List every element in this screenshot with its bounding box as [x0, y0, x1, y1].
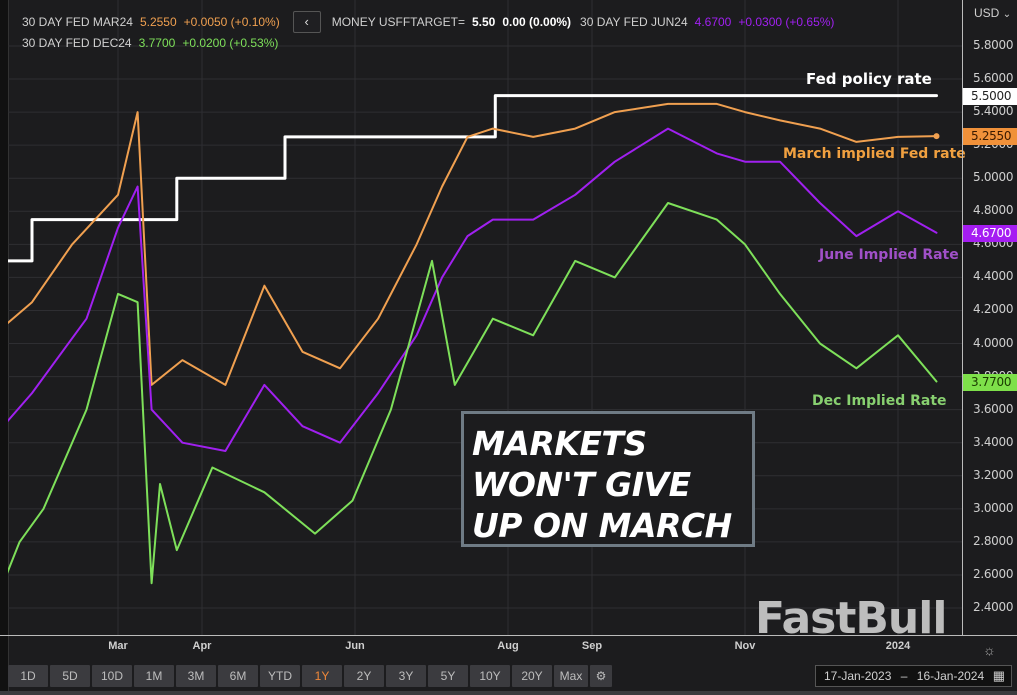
chart-canvas	[8, 0, 962, 635]
chart-plot-area[interactable]	[8, 0, 962, 635]
calendar-icon[interactable]: ▦	[992, 668, 1005, 683]
last-value-badge: 5.2550	[963, 128, 1017, 146]
x-tick-label: Aug	[497, 640, 519, 652]
y-tick-label: 5.6000	[973, 71, 1014, 86]
x-tick-label: Jun	[345, 640, 365, 652]
callout-line-1: MARKETS	[472, 424, 647, 463]
x-tick-label: Mar	[108, 640, 128, 652]
range-button-2y[interactable]: 2Y	[344, 665, 384, 687]
y-tick-label: 5.8000	[973, 38, 1014, 52]
legend-fedtarget-change: 0.00 (0.00%)	[502, 15, 572, 29]
last-value-badge: 4.6700	[963, 224, 1017, 242]
x-axis-labels: Mar Apr Jun Aug Sep Nov 2024	[8, 640, 962, 658]
range-button-max[interactable]: Max	[554, 665, 588, 687]
x-axis-baseline	[0, 635, 1017, 636]
legend-dec24-change: +0.0200 (+0.53%)	[182, 36, 279, 50]
y-tick-label: 3.6000	[973, 401, 1014, 416]
last-value-badge: 5.5000	[963, 87, 1017, 105]
y-axis[interactable]: 5.80005.60005.40005.20005.00004.80004.60…	[962, 0, 1017, 635]
fastbull-watermark-logo: FastBull	[755, 593, 947, 644]
y-tick-label: 2.8000	[973, 533, 1014, 548]
date-to: 16-Jan-2024	[916, 669, 985, 683]
fed-policy-rate-label: Fed policy rate	[806, 70, 932, 88]
last-point-marker	[933, 133, 940, 140]
x-tick-label: Sep	[581, 640, 603, 652]
range-button-10y[interactable]: 10Y	[470, 665, 510, 687]
currency-selector[interactable]: USD ⌄	[974, 6, 1011, 20]
axis-settings-sun-icon[interactable]: ☼	[983, 642, 996, 658]
x-tick-label: 2024	[885, 640, 911, 652]
range-button-5d[interactable]: 5D	[50, 665, 90, 687]
series-line-3	[8, 202, 938, 585]
march-implied-label: March implied Fed rate	[783, 146, 966, 162]
series-lines	[8, 94, 940, 585]
date-range-picker[interactable]: 17-Jan-2023 – 16-Jan-2024 ▦	[815, 665, 1012, 687]
date-from: 17-Jan-2023	[824, 669, 892, 683]
last-value-badge: 3.7700	[963, 373, 1017, 391]
range-button-3m[interactable]: 3M	[176, 665, 216, 687]
range-button-5y[interactable]: 5Y	[428, 665, 468, 687]
series-line-1	[8, 102, 938, 386]
series-line-2	[8, 127, 938, 452]
legend-row-1: 30 DAY FED MAR24 5.2550 +0.0050 (+0.10%)…	[22, 11, 834, 33]
june-implied-label: June Implied Rate	[819, 247, 959, 263]
range-button-1y[interactable]: 1Y	[302, 665, 342, 687]
y-tick-label: 4.2000	[973, 302, 1014, 317]
callout-line-2: WON'T GIVE	[472, 465, 691, 504]
y-tick-label: 5.0000	[973, 170, 1014, 185]
range-button-6m[interactable]: 6M	[218, 665, 258, 687]
legend-fedtarget-name: MONEY USFFTARGET=	[331, 15, 465, 29]
range-button-1m[interactable]: 1M	[134, 665, 174, 687]
y-tick-label: 3.2000	[973, 467, 1014, 482]
callout-line-3: UP ON MARCH	[472, 506, 732, 545]
legend-back-button[interactable]: ‹	[292, 11, 321, 33]
range-button-3y[interactable]: 3Y	[386, 665, 426, 687]
x-tick-label: Nov	[734, 640, 756, 652]
currency-label: USD	[974, 6, 1000, 20]
date-range-text: 17-Jan-2023 – 16-Jan-2024	[824, 665, 984, 687]
y-tick-label: 4.0000	[973, 335, 1014, 350]
y-tick-label: 3.4000	[973, 434, 1014, 449]
range-toolbar: 1D 5D 10D 1M 3M 6M YTD 1Y 2Y 3Y 5Y 10Y 20Y Max ⚙	[8, 665, 612, 687]
markets-callout-box: MARKETS WON'T GIVE UP ON MARCH	[461, 411, 755, 547]
range-button-10d[interactable]: 10D	[92, 665, 132, 687]
legend-dec24-value: 3.7700	[138, 36, 176, 50]
y-tick-label: 2.6000	[973, 566, 1014, 581]
range-button-1d[interactable]: 1D	[8, 665, 48, 687]
range-button-20y[interactable]: 20Y	[512, 665, 552, 687]
legend-row-2: 30 DAY FED DEC24 3.7700 +0.0200 (+0.53%)	[22, 36, 278, 50]
y-tick-label: 4.4000	[973, 269, 1014, 284]
legend-fedtarget-value: 5.50	[471, 15, 496, 29]
legend-dec24-name: 30 DAY FED DEC24	[22, 36, 132, 50]
bottom-status-bar	[0, 691, 1017, 695]
series-line-0	[8, 94, 938, 263]
y-tick-label: 5.4000	[973, 104, 1014, 119]
y-tick-label: 3.0000	[973, 500, 1014, 515]
date-separator: –	[900, 669, 908, 683]
left-panel-edge	[0, 0, 9, 695]
legend-mar24-name: 30 DAY FED MAR24	[22, 15, 133, 29]
gear-icon[interactable]: ⚙	[590, 665, 612, 687]
legend-jun24-change: +0.0300 (+0.65%)	[738, 15, 835, 29]
y-tick-label: 4.8000	[973, 203, 1014, 218]
legend-mar24-change: +0.0050 (+0.10%)	[183, 15, 280, 29]
legend-jun24-name: 30 DAY FED JUN24	[580, 15, 688, 29]
dec-implied-label: Dec Implied Rate	[812, 393, 947, 409]
y-tick-label: 2.4000	[973, 600, 1014, 614]
range-button-ytd[interactable]: YTD	[260, 665, 300, 687]
x-tick-label: Apr	[192, 640, 212, 652]
chevron-down-icon: ⌄	[1002, 9, 1012, 20]
legend-jun24-value: 4.6700	[694, 15, 732, 29]
legend-mar24-value: 5.2550	[139, 15, 177, 29]
